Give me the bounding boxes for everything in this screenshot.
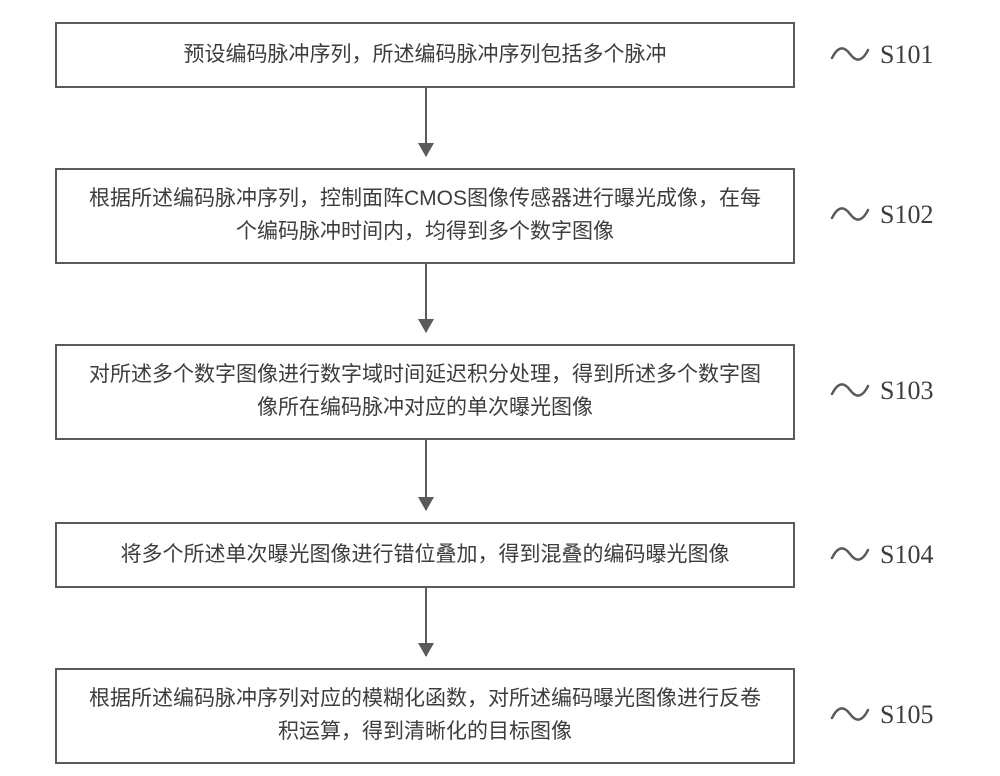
step-box-4: 将多个所述单次曝光图像进行错位叠加，得到混叠的编码曝光图像 <box>55 522 795 588</box>
connector-1 <box>830 40 870 71</box>
step-label-4: S104 <box>880 540 933 570</box>
step-box-5: 根据所述编码脉冲序列对应的模糊化函数，对所述编码曝光图像进行反卷积运算，得到清晰… <box>55 668 795 764</box>
step-text-4: 将多个所述单次曝光图像进行错位叠加，得到混叠的编码曝光图像 <box>121 539 730 572</box>
step-label-3: S103 <box>880 376 933 406</box>
arrow-2 <box>425 264 427 332</box>
connector-2 <box>830 200 870 231</box>
connector-5 <box>830 700 870 731</box>
step-text-5: 根据所述编码脉冲序列对应的模糊化函数，对所述编码曝光图像进行反卷积运算，得到清晰… <box>87 683 763 748</box>
arrow-1 <box>425 88 427 156</box>
step-box-3: 对所述多个数字图像进行数字域时间延迟积分处理，得到所述多个数字图像所在编码脉冲对… <box>55 344 795 440</box>
step-label-5: S105 <box>880 700 933 730</box>
arrow-4 <box>425 588 427 656</box>
step-text-2: 根据所述编码脉冲序列，控制面阵CMOS图像传感器进行曝光成像，在每个编码脉冲时间… <box>87 183 763 248</box>
step-text-3: 对所述多个数字图像进行数字域时间延迟积分处理，得到所述多个数字图像所在编码脉冲对… <box>87 359 763 424</box>
flowchart-canvas: 预设编码脉冲序列，所述编码脉冲序列包括多个脉冲 S101 根据所述编码脉冲序列，控制… <box>0 0 1000 776</box>
step-text-1: 预设编码脉冲序列，所述编码脉冲序列包括多个脉冲 <box>184 39 667 72</box>
arrow-3 <box>425 440 427 510</box>
step-box-1: 预设编码脉冲序列，所述编码脉冲序列包括多个脉冲 <box>55 22 795 88</box>
connector-3 <box>830 376 870 407</box>
step-box-2: 根据所述编码脉冲序列，控制面阵CMOS图像传感器进行曝光成像，在每个编码脉冲时间… <box>55 168 795 264</box>
step-label-1: S101 <box>880 40 933 70</box>
connector-4 <box>830 540 870 571</box>
step-label-2: S102 <box>880 200 933 230</box>
